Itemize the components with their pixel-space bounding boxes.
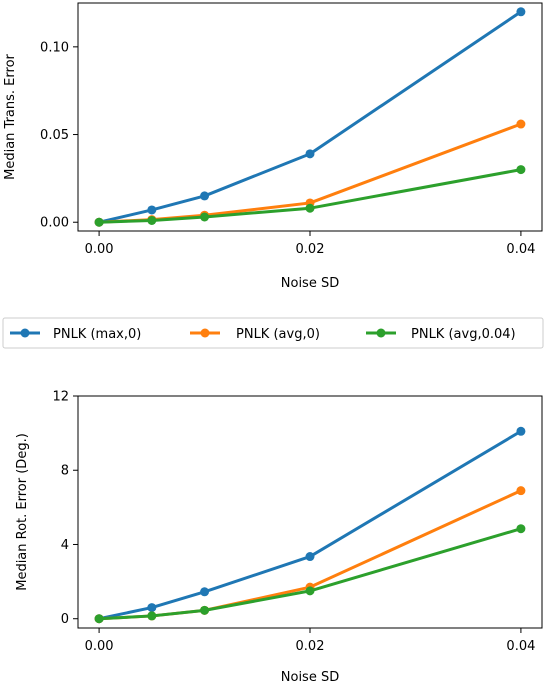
data-point-pnlk-max-0: [516, 7, 526, 17]
y-tick-label: 4: [61, 538, 69, 553]
data-point-pnlk-max-0: [200, 587, 210, 597]
data-point-pnlk-max-0: [305, 552, 315, 562]
data-point-pnlk-avg-0-04: [516, 165, 526, 175]
x-tick-label: 0.00: [85, 639, 114, 654]
legend-entry-avg0: PNLK (avg,0): [190, 327, 320, 342]
y-axis-label: Median Rot. Error (Deg.): [15, 433, 30, 591]
legend: PNLK (max,0) PNLK (avg,0) PNLK (avg,0.04…: [2, 317, 544, 349]
y-ticks: 0.00 0.05 0.10: [40, 40, 78, 231]
data-point-pnlk-max-0: [147, 603, 157, 613]
x-tick-label: 0.00: [85, 242, 114, 257]
y-tick-label: 8: [61, 464, 69, 479]
data-point-pnlk-avg-0-04: [94, 217, 104, 227]
data-point-pnlk-avg-0: [516, 119, 526, 129]
data-point-pnlk-max-0: [305, 149, 315, 159]
y-tick-label: 0.00: [40, 216, 69, 231]
legend-marker-avg004: [376, 328, 386, 338]
legend-entry-avg004: PNLK (avg,0.04): [366, 327, 516, 342]
data-point-pnlk-avg-0-04: [305, 586, 315, 596]
series-line-pnlk-max-0: [98, 10, 522, 224]
x-tick-label: 0.04: [506, 639, 535, 654]
data-point-pnlk-avg-0-04: [305, 203, 315, 213]
data-point-pnlk-avg-0-04: [200, 605, 210, 615]
data-point-pnlk-avg-0-04: [94, 614, 104, 624]
y-tick-label: 12: [52, 390, 69, 405]
y-tick-label: 0.05: [40, 128, 69, 143]
data-point-pnlk-max-0: [147, 205, 157, 215]
x-tick-label: 0.02: [296, 639, 325, 654]
series-line-pnlk-avg-0-04: [99, 168, 522, 224]
data-point-pnlk-avg-0-04: [147, 215, 157, 225]
x-tick-label: 0.02: [296, 242, 325, 257]
x-ticks: 0.00 0.02 0.04: [85, 231, 535, 257]
data-point-pnlk-max-0: [516, 426, 526, 436]
legend-frame: [2, 317, 544, 349]
data-point-pnlk-avg-0-04: [200, 212, 210, 222]
plot-area: [94, 426, 526, 624]
x-axis-label: Noise SD: [281, 670, 339, 684]
legend-marker-avg0: [200, 328, 210, 338]
legend-label-max0: PNLK (max,0): [53, 327, 141, 342]
axes-frame: [77, 2, 543, 232]
x-tick-label: 0.04: [506, 242, 535, 257]
data-point-pnlk-max-0: [200, 191, 210, 201]
x-axis-label: Noise SD: [281, 276, 339, 291]
y-tick-label: 0: [61, 612, 69, 627]
legend-label-avg004: PNLK (avg,0.04): [411, 327, 516, 342]
legend-marker-max0: [20, 328, 30, 338]
data-point-pnlk-avg-0: [516, 486, 526, 496]
data-point-pnlk-avg-0-04: [516, 524, 526, 534]
x-ticks: 0.00 0.02 0.04: [85, 628, 535, 654]
data-point-pnlk-avg-0-04: [147, 611, 157, 621]
legend-label-avg0: PNLK (avg,0): [236, 327, 320, 342]
chart-rotation-error: 0 4 8 12 0.00 0.02 0.04 Noise SD Median Rot. …: [15, 390, 543, 684]
y-axis-label: Median Trans. Error: [3, 53, 18, 179]
y-tick-label: 0.10: [40, 40, 69, 55]
legend-entry-max0: PNLK (max,0): [10, 327, 141, 342]
y-ticks: 0 4 8 12: [52, 390, 78, 627]
plot-area: [94, 7, 526, 227]
chart-translation-error: 0.00 0.05 0.10 0.00 0.02 0.04 Noise SD Media…: [3, 2, 543, 291]
